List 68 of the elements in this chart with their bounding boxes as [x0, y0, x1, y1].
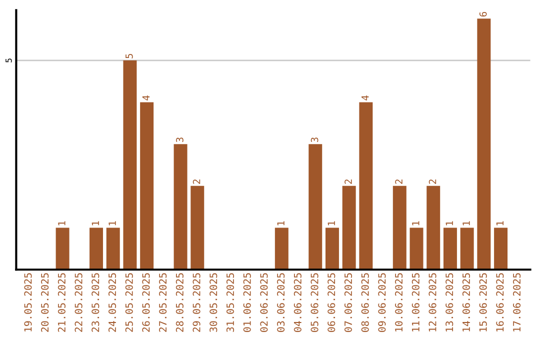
data-label: 1 [496, 221, 504, 226]
bar [90, 228, 104, 270]
data-label: 1 [462, 221, 470, 226]
data-label: 3 [310, 138, 318, 142]
x-tick-label: 10.06.2025 [395, 273, 403, 332]
data-label: 1 [412, 221, 420, 226]
x-tick-label: 02.06.2025 [260, 273, 268, 332]
x-tick-label: 17.06.2025 [513, 273, 521, 332]
bar [106, 228, 120, 270]
data-label: 2 [395, 180, 402, 184]
x-tick-label: 13.06.2025 [446, 273, 454, 332]
bar [477, 18, 491, 270]
x-tick-label: 21.05.2025 [58, 273, 66, 332]
x-tick-label: 26.05.2025 [142, 273, 150, 332]
x-tick-label: 16.06.2025 [496, 273, 504, 332]
x-tick-label: 30.05.2025 [210, 273, 218, 332]
x-tick-label: 03.06.2025 [277, 273, 285, 332]
data-label: 5 [126, 54, 133, 58]
bar [190, 186, 204, 270]
data-label: 4 [142, 95, 150, 100]
x-tick-label: 11.06.2025 [412, 273, 420, 332]
data-label: 1 [108, 221, 116, 226]
x-tick-label: 25.05.2025 [125, 273, 133, 332]
bar [410, 228, 424, 270]
bar [174, 144, 188, 270]
x-tick-label: 09.06.2025 [378, 273, 386, 332]
x-tick-label: 12.06.2025 [428, 273, 436, 332]
data-label: 1 [277, 221, 284, 226]
x-tick-label: 08.06.2025 [361, 273, 369, 332]
bar [325, 228, 339, 270]
data-label: 4 [362, 95, 369, 100]
x-tick-label: 14.06.2025 [462, 273, 470, 332]
bar [426, 186, 440, 270]
x-tick-label: 29.05.2025 [192, 273, 200, 332]
x-tick-label: 27.05.2025 [159, 273, 167, 332]
x-tick-label: 19.05.2025 [24, 273, 32, 332]
x-tick-label: 06.06.2025 [328, 273, 336, 332]
x-tick-label: 28.05.2025 [176, 273, 184, 332]
data-label: 1 [446, 221, 453, 226]
x-tick-label: 23.05.2025 [92, 273, 100, 332]
data-label: 2 [192, 180, 200, 184]
x-tick-label: 04.06.2025 [294, 273, 302, 332]
x-tick-label: 24.05.2025 [108, 273, 116, 332]
x-tick-label: 15.06.2025 [479, 273, 487, 332]
data-label: 2 [428, 180, 436, 184]
bar [494, 228, 508, 270]
bar [460, 228, 474, 270]
data-label: 6 [479, 12, 487, 17]
bar [359, 102, 373, 270]
data-label: 1 [92, 221, 99, 226]
bar [56, 228, 70, 270]
bar [140, 102, 154, 270]
bar [342, 186, 356, 270]
data-label: 2 [344, 180, 352, 184]
x-tick-label: 01.06.2025 [243, 273, 251, 332]
x-tick-label: 20.05.2025 [41, 273, 49, 332]
data-label: 1 [58, 221, 66, 226]
bar [308, 144, 322, 270]
data-label: 1 [328, 221, 335, 226]
bar [392, 186, 406, 270]
data-label: 3 [176, 138, 184, 142]
bar [443, 228, 457, 270]
x-tick-label: 05.06.2025 [310, 273, 318, 332]
bar [123, 60, 137, 270]
x-tick-label: 22.05.2025 [74, 273, 82, 332]
x-tick-label: 31.05.2025 [226, 273, 234, 332]
bar [274, 228, 288, 270]
x-tick-label: 07.06.2025 [344, 273, 352, 332]
